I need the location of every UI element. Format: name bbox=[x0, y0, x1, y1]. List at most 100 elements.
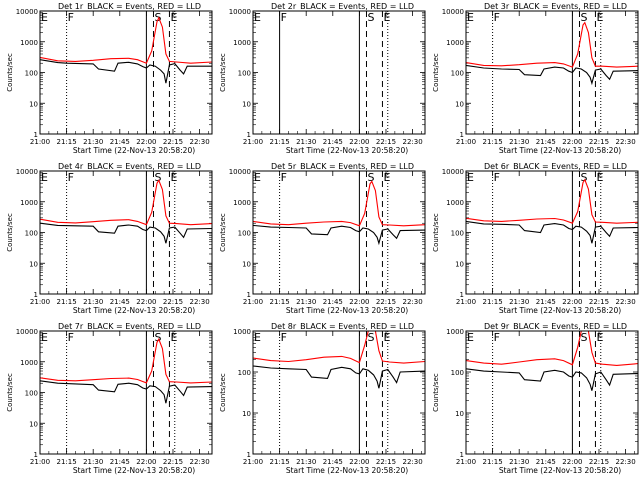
series-line bbox=[40, 337, 212, 384]
time-marker-label: E bbox=[254, 171, 261, 184]
x-tick-label: 21:45 bbox=[110, 138, 130, 146]
time-marker-label: E bbox=[41, 11, 48, 24]
x-tick-label: 21:30 bbox=[296, 138, 316, 146]
time-marker-label: F bbox=[494, 171, 500, 184]
y-tick-label: 10000 bbox=[229, 8, 251, 16]
panel-title: Det 6r_BLACK = Events, RED = LLD bbox=[484, 162, 627, 171]
series-line bbox=[40, 380, 212, 404]
time-marker-label: E bbox=[383, 11, 390, 24]
x-tick-label: 22:30 bbox=[615, 298, 635, 306]
panel-title: Det 2r_BLACK = Events, RED = LLD bbox=[271, 2, 414, 11]
x-tick-label: 21:00 bbox=[243, 298, 263, 306]
y-tick-label: 1000 bbox=[233, 328, 251, 336]
detector-panel: Det 4r_BLACK = Events, RED = LLD Counts/s… bbox=[6, 162, 213, 315]
time-marker-label: E bbox=[41, 331, 48, 344]
y-tick-label: 10 bbox=[242, 100, 251, 108]
time-marker-label: E bbox=[467, 171, 474, 184]
x-tick-label: 22:15 bbox=[163, 138, 183, 146]
panel-title: Det 8r_BLACK = Events, RED = LLD bbox=[271, 322, 414, 331]
time-marker-label: E bbox=[467, 331, 474, 344]
y-tick-label: 100 bbox=[238, 369, 251, 377]
x-tick-label: 22:15 bbox=[589, 298, 609, 306]
y-axis-label: Counts/sec bbox=[432, 373, 440, 412]
y-tick-label: 100 bbox=[25, 70, 38, 78]
x-tick-label: 22:00 bbox=[136, 458, 156, 466]
x-tick-label: 21:45 bbox=[323, 298, 343, 306]
x-axis-label: Start Time (22-Nov-13 20:58:20) bbox=[73, 306, 195, 315]
x-tick-label: 22:00 bbox=[349, 458, 369, 466]
y-tick-label: 10 bbox=[455, 260, 464, 268]
plot-frame bbox=[252, 330, 426, 455]
time-marker-label: E bbox=[41, 171, 48, 184]
x-tick-label: 21:00 bbox=[30, 138, 50, 146]
y-tick-label: 1 bbox=[460, 291, 464, 299]
plot-frame bbox=[465, 330, 639, 455]
x-tick-label: 22:30 bbox=[402, 298, 422, 306]
time-marker-label: E bbox=[596, 171, 603, 184]
x-tick-label: 22:15 bbox=[589, 458, 609, 466]
y-axis-label: Counts/sec bbox=[6, 213, 14, 252]
series-line bbox=[40, 222, 212, 244]
y-tick-label: 1000 bbox=[20, 199, 38, 207]
x-tick-label: 21:15 bbox=[270, 458, 290, 466]
x-tick-label: 21:00 bbox=[243, 458, 263, 466]
x-axis-label: Start Time (22-Nov-13 20:58:20) bbox=[499, 466, 621, 475]
y-tick-label: 1000 bbox=[233, 39, 251, 47]
series-line bbox=[253, 224, 425, 246]
x-tick-label: 21:30 bbox=[296, 298, 316, 306]
y-tick-label: 10000 bbox=[16, 168, 38, 176]
y-tick-label: 1000 bbox=[446, 328, 464, 336]
time-marker-label: E bbox=[467, 11, 474, 24]
x-axis-label: Start Time (22-Nov-13 20:58:20) bbox=[286, 466, 408, 475]
plot-frame bbox=[39, 10, 213, 135]
time-marker-label: E bbox=[170, 331, 177, 344]
x-tick-label: 22:00 bbox=[349, 298, 369, 306]
y-tick-label: 1 bbox=[247, 451, 251, 459]
x-axis-label: Start Time (22-Nov-13 20:58:20) bbox=[499, 306, 621, 315]
y-tick-label: 100 bbox=[451, 70, 464, 78]
x-tick-label: 21:15 bbox=[57, 298, 77, 306]
y-tick-label: 100 bbox=[451, 230, 464, 238]
series-line bbox=[466, 21, 638, 68]
y-tick-label: 1000 bbox=[446, 199, 464, 207]
time-marker-label: F bbox=[281, 331, 287, 344]
series-line bbox=[40, 16, 212, 64]
x-tick-label: 21:15 bbox=[270, 298, 290, 306]
y-axis-label: Counts/sec bbox=[219, 53, 227, 92]
x-axis-label: Start Time (22-Nov-13 20:58:20) bbox=[286, 306, 408, 315]
x-tick-label: 21:15 bbox=[57, 138, 77, 146]
x-tick-label: 21:00 bbox=[243, 138, 263, 146]
y-tick-label: 10 bbox=[29, 260, 38, 268]
y-axis-label: Counts/sec bbox=[219, 373, 227, 412]
x-axis-label: Start Time (22-Nov-13 20:58:20) bbox=[73, 146, 195, 155]
y-tick-label: 1 bbox=[34, 291, 38, 299]
series-line bbox=[466, 178, 638, 224]
detector-panel: Det 7r_BLACK = Events, RED = LLD Counts/s… bbox=[6, 322, 213, 475]
time-marker-label: S bbox=[580, 11, 587, 24]
x-tick-label: 21:30 bbox=[296, 458, 316, 466]
x-tick-label: 21:15 bbox=[483, 138, 503, 146]
x-tick-label: 21:30 bbox=[509, 458, 529, 466]
x-tick-label: 21:00 bbox=[456, 458, 476, 466]
time-marker-label: F bbox=[281, 171, 287, 184]
x-tick-label: 21:00 bbox=[30, 458, 50, 466]
y-tick-label: 1 bbox=[247, 131, 251, 139]
x-tick-label: 21:15 bbox=[483, 458, 503, 466]
time-marker-label: E bbox=[383, 331, 390, 344]
x-tick-label: 21:00 bbox=[456, 298, 476, 306]
time-marker-label: E bbox=[170, 11, 177, 24]
x-tick-label: 22:15 bbox=[376, 298, 396, 306]
y-tick-label: 1 bbox=[34, 131, 38, 139]
x-tick-label: 22:15 bbox=[589, 138, 609, 146]
x-tick-label: 22:00 bbox=[349, 138, 369, 146]
x-tick-label: 21:45 bbox=[110, 458, 130, 466]
detector-panel: Det 8r_BLACK = Events, RED = LLD Counts/s… bbox=[219, 322, 426, 475]
detector-panel: Det 3r_BLACK = Events, RED = LLD Counts/s… bbox=[432, 2, 639, 155]
y-tick-label: 10000 bbox=[16, 8, 38, 16]
y-tick-label: 100 bbox=[238, 230, 251, 238]
time-marker-label: S bbox=[580, 331, 587, 344]
y-tick-label: 10000 bbox=[442, 8, 464, 16]
y-axis-label: Counts/sec bbox=[219, 213, 227, 252]
panel-title: Det 5r_BLACK = Events, RED = LLD bbox=[271, 162, 414, 171]
